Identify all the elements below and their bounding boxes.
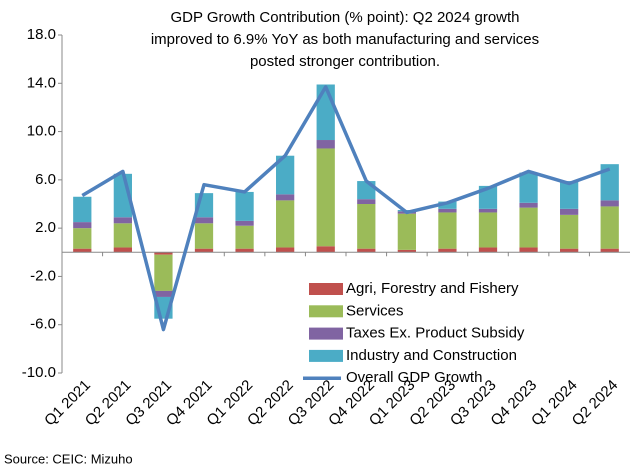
bar-segment xyxy=(154,290,173,297)
bar-segment xyxy=(73,248,92,253)
bar-segment xyxy=(519,202,538,208)
bar-segment xyxy=(276,200,295,248)
bar-segment xyxy=(357,181,376,200)
bar-segment xyxy=(397,213,416,250)
source-note: Source: CEIC: Mizuho xyxy=(4,451,133,466)
bar-segment xyxy=(235,191,254,221)
legend-label: Services xyxy=(346,302,404,319)
legend-label: Overall GDP Growth xyxy=(346,369,482,386)
y-tick-label: 10.0 xyxy=(27,123,56,140)
bar-segment xyxy=(276,155,295,195)
bar-segment xyxy=(154,252,173,255)
y-tick-label: 14.0 xyxy=(27,74,56,91)
bar-segment xyxy=(519,172,538,203)
bar-segment xyxy=(235,220,254,226)
bar-segment xyxy=(316,140,335,149)
bar-segment xyxy=(600,164,619,201)
bar-segment xyxy=(438,201,457,209)
legend-label: Agri, Forestry and Fishery xyxy=(346,280,519,297)
y-tick-label: -10.0 xyxy=(22,364,56,381)
legend-swatch xyxy=(309,283,343,295)
bar-segment xyxy=(194,248,214,253)
bar-segment xyxy=(519,207,538,248)
y-tick-label: -2.0 xyxy=(30,267,56,284)
y-tick-label: 2.0 xyxy=(35,219,56,236)
bar-segment xyxy=(113,223,132,248)
bar-segment xyxy=(113,217,132,224)
bar-segment xyxy=(438,248,457,253)
bar-segment xyxy=(154,254,173,291)
bar-segment xyxy=(478,208,498,213)
bar-segment xyxy=(73,228,92,249)
legend-swatch xyxy=(309,327,343,340)
bar-segment xyxy=(600,248,619,253)
bar-segment xyxy=(519,247,538,253)
bar-segment xyxy=(560,214,579,249)
legend-label: Taxes Ex. Product Subsidy xyxy=(346,325,525,342)
gdp-line xyxy=(81,85,611,332)
bar-segment xyxy=(113,247,132,253)
bar-segment xyxy=(600,206,619,249)
bar-segment xyxy=(438,208,457,213)
bar-segment xyxy=(600,200,619,207)
bar-segment xyxy=(560,181,579,209)
bar-segment xyxy=(560,248,579,253)
chart-title: GDP Growth Contribution (% point): Q2 20… xyxy=(170,9,519,26)
bar-segment xyxy=(194,223,214,249)
bar-segment xyxy=(73,222,92,229)
bar-segment xyxy=(316,84,335,141)
bar-segment xyxy=(357,199,376,204)
bar-segment xyxy=(357,204,376,249)
bar-segment xyxy=(316,246,335,253)
bar-segment xyxy=(235,225,254,249)
bar-segment xyxy=(276,247,295,253)
bar-segment xyxy=(316,148,335,247)
legend-swatch xyxy=(309,349,343,362)
bar-segment xyxy=(276,194,295,201)
bar-segment xyxy=(560,208,579,215)
y-tick-label: 18.0 xyxy=(27,26,56,43)
chart-title: posted stronger contribution. xyxy=(250,53,440,70)
bar-segment xyxy=(194,217,214,224)
bar-segment xyxy=(397,249,416,253)
legend-swatch xyxy=(309,305,343,318)
bar-segment xyxy=(73,196,92,223)
chart-title: improved to 6.9% YoY as both manufacturi… xyxy=(151,31,539,48)
bar-segment xyxy=(478,212,498,248)
bar-segment xyxy=(235,248,254,253)
legend-label: Industry and Construction xyxy=(346,347,517,364)
bar-segment xyxy=(478,247,498,253)
y-tick-label: -6.0 xyxy=(30,316,56,333)
bar-segment xyxy=(357,248,376,253)
bar-segment xyxy=(438,212,457,249)
y-tick-label: 6.0 xyxy=(35,171,56,188)
